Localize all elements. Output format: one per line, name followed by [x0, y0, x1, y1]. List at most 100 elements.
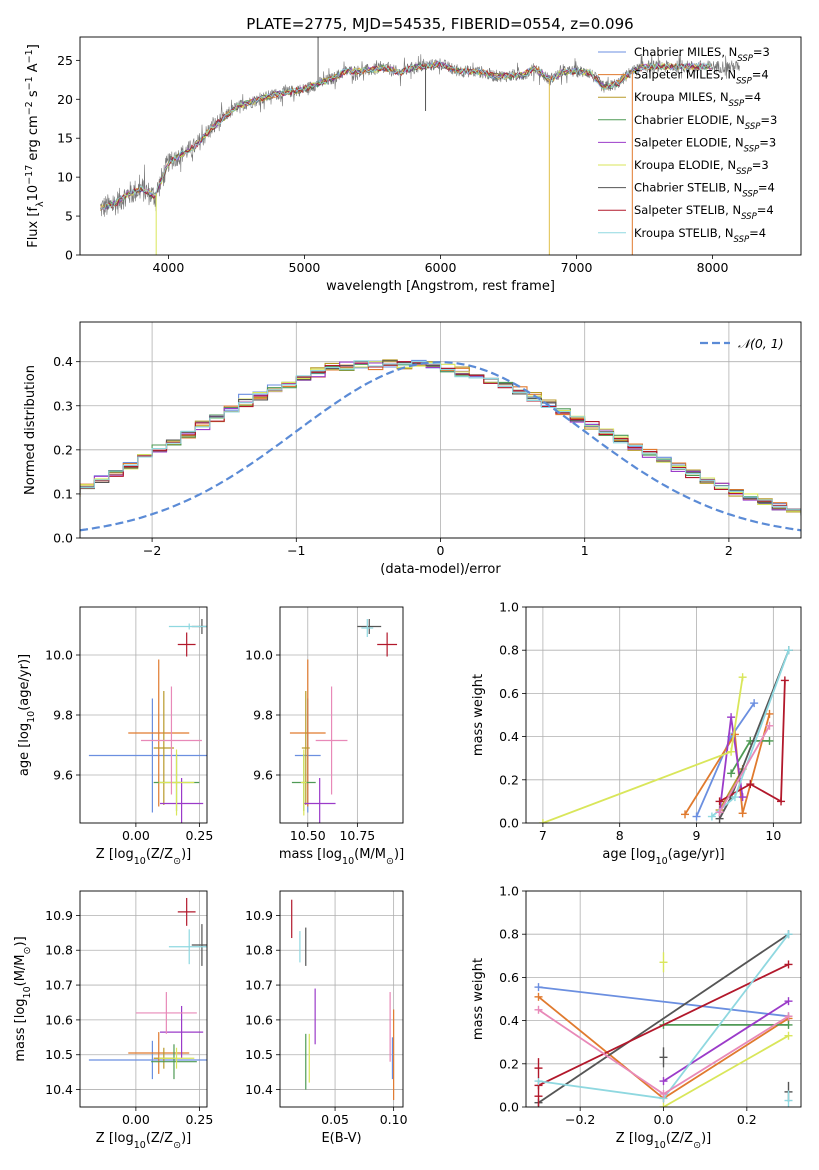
- weight-vs-age-xlabel: age [log10(age/yr)]: [602, 847, 724, 867]
- residuals-frame: [79, 321, 802, 539]
- ylabel-part: −1: [24, 49, 35, 63]
- weight-point-marker: [784, 1012, 793, 1021]
- weight-vs-Z-ytick-label: 0.2: [499, 1056, 519, 1071]
- mass-vs-EBV-ytick-label: 10.6: [245, 1012, 273, 1027]
- legend-base: Salpeter MILES, N: [634, 68, 736, 82]
- residuals-ytick-label: 0.0: [53, 531, 73, 546]
- age-vs-Z-ylabel: age [log10(age/yr)]: [17, 654, 37, 776]
- spectrum-xtick-label: 8000: [697, 260, 729, 275]
- weight-point-marker: [730, 793, 739, 802]
- weight-point-marker: [765, 736, 774, 745]
- spectrum-model-trace: [100, 60, 713, 210]
- weight-point-marker: [715, 797, 724, 806]
- errorbar-point: [135, 992, 197, 1034]
- mass-vs-EBV-ytick-label: 10.7: [245, 978, 273, 993]
- ylabel-part: s: [26, 90, 41, 101]
- mass-vs-Z-frame: [79, 890, 208, 1108]
- mass-vs-Z-xtick-label: 0.25: [185, 1112, 213, 1127]
- age-vs-mass-ytick-label: 9.8: [253, 708, 273, 723]
- weight-series-line: [719, 680, 786, 803]
- weight-point-marker: [715, 808, 724, 817]
- ylabel-part: λ: [35, 201, 46, 207]
- legend-entry: Kroupa MILES, NSSP=4: [634, 90, 761, 109]
- gaussian-curve: [80, 360, 801, 532]
- residuals-xlabel: (data-model)/error: [380, 562, 501, 577]
- spectrum-ytick-label: 5: [65, 209, 73, 224]
- mass-vs-EBV-ytick-label: 10.4: [245, 1082, 273, 1097]
- weight-series-line: [538, 986, 789, 1018]
- legend-tail: =3: [759, 135, 776, 149]
- weight-point-marker: [784, 960, 793, 969]
- weight-vs-Z-xtick-label: 0.2: [737, 1112, 757, 1127]
- mass-vs-EBV-ytick-label: 10.8: [245, 943, 273, 958]
- weight-point-marker: [784, 646, 793, 655]
- mass-vs-Z-plot-area: [88, 897, 207, 1080]
- weight-vs-age-frame: [525, 606, 802, 824]
- errorbar-point: [177, 897, 196, 926]
- spectrum-xtick-label: 5000: [289, 260, 321, 275]
- weight-point-marker: [727, 713, 736, 722]
- age-vs-Z-plot-area: [88, 619, 207, 823]
- weight-point-marker: [681, 810, 690, 819]
- weight-series-line: [663, 1034, 789, 1107]
- mass-vs-Z-background: [80, 891, 207, 1107]
- legend-entry: Salpeter ELODIE, NSSP=3: [634, 135, 776, 154]
- legend-base: Chabrier MILES, N: [634, 45, 737, 59]
- mass-vs-EBV-xlabel: E(B-V): [321, 1131, 361, 1146]
- errorbar-point: [303, 778, 336, 823]
- weight-point-marker: [534, 1005, 543, 1014]
- weight-point-marker: [534, 1077, 543, 1086]
- errorbar-point: [160, 1005, 204, 1059]
- weight-vs-age-ytick-label: 1.0: [499, 600, 519, 615]
- legend-base: Chabrier ELODIE, N: [634, 113, 745, 127]
- legend-entry: Chabrier MILES, NSSP=3: [634, 45, 770, 64]
- extra-point-marker: [659, 1047, 668, 1068]
- weight-vs-age-panel: 7 8 9 10 0.0 0.2 0.4 0.6 0.8 1.0 age [log10(age/yr…: [471, 600, 802, 867]
- errorbar-point: [177, 632, 196, 657]
- age-vs-mass-panel: 10.50 10.75 9.6 9.8 10.0 mass [log10(M/M⊙)]: [245, 606, 404, 867]
- spectrum-plot-area: [100, 37, 740, 255]
- weight-vs-Z-xtick-label: −0.2: [565, 1112, 595, 1127]
- spectrum-ytick-label: 0: [65, 248, 73, 263]
- age-vs-Z-ytick-label: 9.8: [53, 708, 73, 723]
- spectrum-frame: [79, 36, 802, 256]
- extra-point-marker: [784, 1090, 793, 1107]
- age-vs-mass-ytick-label: 9.6: [253, 768, 273, 783]
- histogram-series: [80, 360, 801, 516]
- weight-point-marker: [765, 721, 774, 730]
- weight-point-marker: [784, 1031, 793, 1040]
- weight-point-marker: [707, 812, 716, 821]
- legend-gaussian-label: 𝒩(0, 1): [738, 336, 784, 351]
- spectrum-panel: 4000 5000 6000 7000 8000 0 5 10 15 20 25 wavelength…: [24, 36, 802, 294]
- legend-sub: SSP: [742, 190, 758, 200]
- errorbar-point: [301, 691, 310, 805]
- spectrum-ytick-label: 20: [57, 92, 73, 107]
- legend-sub: SSP: [729, 99, 745, 109]
- spectrum-ytick-label: 25: [57, 53, 73, 68]
- mass-vs-Z-ytick-label: 10.9: [45, 908, 73, 923]
- weight-point-marker: [784, 930, 793, 939]
- weight-point-marker: [534, 992, 543, 1001]
- mass-vs-Z-ytick-label: 10.5: [45, 1047, 73, 1062]
- weight-point-marker: [746, 780, 755, 789]
- ylabel-part: −1: [24, 76, 35, 90]
- legend-sub: SSP: [736, 77, 752, 87]
- errorbar-point: [88, 1040, 207, 1080]
- legend-sub: SSP: [736, 167, 752, 177]
- residuals-ytick-label: 0.4: [53, 354, 73, 369]
- mass-vs-Z-xlabel: Z [log10(Z/Z⊙)]: [96, 1131, 191, 1151]
- spectrum-ytick-label: 15: [57, 131, 73, 146]
- legend-tail: =4: [749, 226, 766, 240]
- weight-vs-age-xtick-label: 7: [539, 828, 547, 843]
- weight-point-marker: [692, 812, 701, 821]
- mass-vs-EBV-ytick-label: 10.5: [245, 1047, 273, 1062]
- errorbar-point: [128, 1032, 190, 1074]
- age-vs-mass-plot-area: [289, 619, 398, 823]
- weight-vs-Z-frame: [525, 890, 802, 1108]
- legend-base: Salpeter STELIB, N: [634, 203, 741, 217]
- legend-entry: Chabrier ELODIE, NSSP=3: [634, 113, 777, 132]
- residuals-ytick-label: 0.1: [53, 486, 73, 501]
- errorbar-point: [300, 749, 307, 816]
- spectrum-xtick-label: 4000: [153, 260, 185, 275]
